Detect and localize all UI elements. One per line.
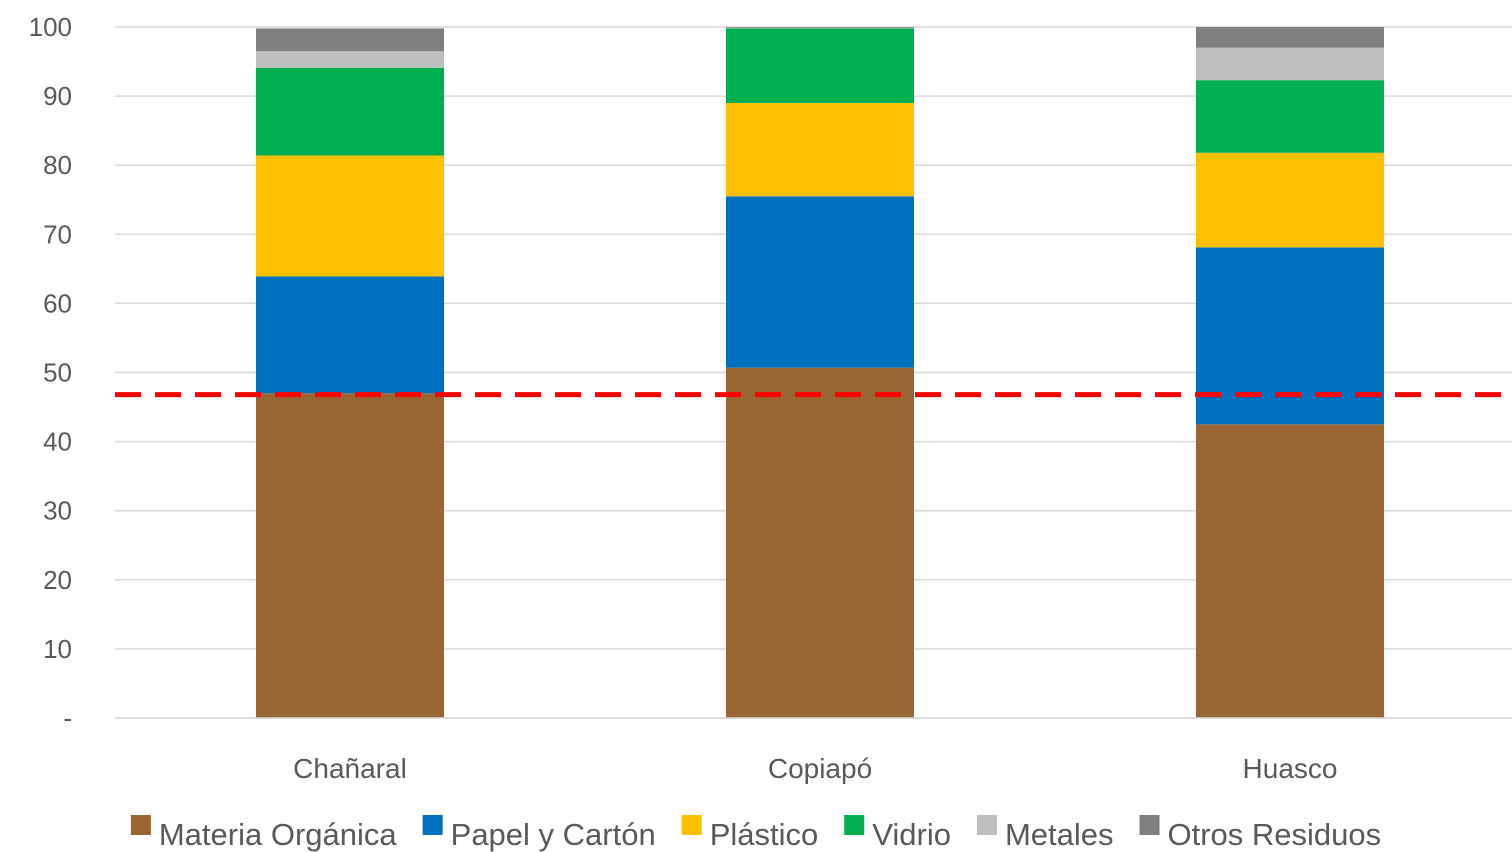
bar-segment-2-3 (1196, 80, 1384, 153)
y-tick-label-100: 100 (29, 12, 72, 42)
bar-segment-2-2 (1196, 152, 1384, 248)
y-tick-label-20: 20 (43, 565, 72, 595)
y-tick-label-90: 90 (43, 81, 72, 111)
legend-label-4: Metales (1005, 817, 1114, 852)
bars (256, 27, 1384, 718)
legend-swatch-2 (681, 815, 702, 835)
legend-swatch-0 (130, 815, 151, 835)
x-category-label-1: Copiapó (768, 753, 872, 784)
legend-item-1: Papel y Cartón (422, 815, 656, 852)
legend-swatch-3 (844, 815, 865, 835)
legend-item-3: Vidrio (844, 815, 951, 852)
legend-label-0: Materia Orgánica (159, 817, 398, 852)
y-tick-label-70: 70 (43, 219, 72, 249)
bar-segment-0-4 (256, 51, 444, 68)
bar-segment-2-5 (1196, 27, 1384, 48)
legend-swatch-1 (422, 815, 443, 835)
legend-item-4: Metales (976, 815, 1114, 852)
x-axis: Chañaral Copiapó Huasco (115, 717, 1512, 784)
bar-segment-0-3 (256, 67, 444, 156)
y-tick-label-30: 30 (43, 496, 72, 526)
y-tick-label-0: - (63, 703, 72, 733)
bar-segment-2-4 (1196, 47, 1384, 81)
bar-segment-0-5 (256, 28, 444, 52)
bar-segment-2-1 (1196, 247, 1384, 425)
y-tick-label-80: 80 (43, 150, 72, 180)
bar-segment-1-4 (726, 27, 914, 29)
bar-segment-1-1 (726, 196, 914, 368)
bar-segment-0-2 (256, 155, 444, 277)
legend: Materia Orgánica Papel y Cartón Plástico Vi… (130, 815, 1382, 852)
bar-segment-1-0 (726, 367, 914, 718)
legend-label-3: Vidrio (872, 817, 951, 852)
legend-swatch-5 (1139, 815, 1160, 835)
legend-swatch-4 (976, 815, 997, 835)
legend-label-2: Plástico (710, 817, 819, 852)
x-category-label-2: Huasco (1243, 753, 1338, 784)
bar-segment-1-2 (726, 103, 914, 197)
y-tick-label-40: 40 (43, 427, 72, 457)
bar-segment-0-0 (256, 393, 444, 718)
bar-segment-1-5 (726, 27, 914, 28)
x-category-label-0: Chañaral (293, 753, 407, 784)
legend-item-0: Materia Orgánica (130, 815, 398, 852)
bar-segment-0-1 (256, 276, 444, 394)
bar-segment-2-0 (1196, 424, 1384, 718)
y-tick-label-10: 10 (43, 634, 72, 664)
legend-item-2: Plástico (681, 815, 819, 852)
y-tick-label-50: 50 (43, 358, 72, 388)
legend-label-1: Papel y Cartón (451, 817, 656, 852)
legend-label-5: Otros Residuos (1168, 817, 1382, 852)
legend-item-5: Otros Residuos (1139, 815, 1382, 852)
y-axis-ticks: - 10 20 30 40 50 60 70 80 90 100 (29, 12, 72, 733)
bar-segment-1-3 (726, 28, 914, 104)
y-tick-label-60: 60 (43, 288, 72, 318)
